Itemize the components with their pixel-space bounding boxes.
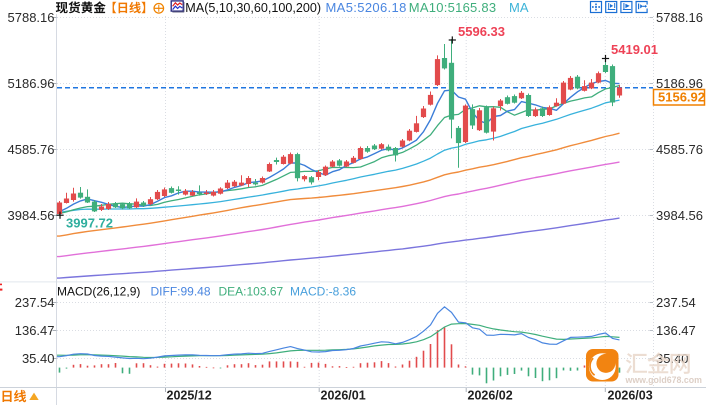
svg-text:www.gold678.com: www.gold678.com xyxy=(625,375,703,385)
svg-text:MACD(26,12,9): MACD(26,12,9) xyxy=(57,285,140,299)
svg-text:136.47: 136.47 xyxy=(15,323,55,338)
svg-text:237.54: 237.54 xyxy=(15,295,55,310)
svg-text:4585.76: 4585.76 xyxy=(8,142,55,157)
svg-text:237.54: 237.54 xyxy=(656,295,696,310)
svg-text:5186.96: 5186.96 xyxy=(656,76,703,91)
svg-text:5156.92: 5156.92 xyxy=(658,90,705,105)
svg-text:DIFF:99.48: DIFF:99.48 xyxy=(151,285,211,299)
svg-text:5596.33: 5596.33 xyxy=(458,24,505,39)
svg-text:2026/01: 2026/01 xyxy=(321,389,366,403)
svg-text:136.47: 136.47 xyxy=(656,323,696,338)
svg-text:2025/12: 2025/12 xyxy=(167,389,212,403)
svg-text:5788.16: 5788.16 xyxy=(656,10,703,25)
svg-text:DEA:103.67: DEA:103.67 xyxy=(219,285,284,299)
svg-text:35.40: 35.40 xyxy=(22,351,55,366)
svg-text:2026/02: 2026/02 xyxy=(468,389,513,403)
svg-text:5186.96: 5186.96 xyxy=(8,76,55,91)
svg-text:3984.56: 3984.56 xyxy=(8,208,55,223)
svg-text:MA: MA xyxy=(509,0,529,15)
svg-text:MA5:5206.18: MA5:5206.18 xyxy=(326,0,407,15)
svg-text:2026/03: 2026/03 xyxy=(608,389,653,403)
svg-text:MA(5,10,30,60,100,200): MA(5,10,30,60,100,200) xyxy=(185,1,321,15)
svg-text:5788.16: 5788.16 xyxy=(8,10,55,25)
svg-text:5419.01: 5419.01 xyxy=(611,42,658,57)
svg-text:3984.56: 3984.56 xyxy=(656,208,703,223)
svg-text:MA10:5165.83: MA10:5165.83 xyxy=(409,0,497,15)
svg-text:3997.72: 3997.72 xyxy=(66,216,113,231)
svg-text:4585.76: 4585.76 xyxy=(656,142,703,157)
svg-text:MACD:-8.36: MACD:-8.36 xyxy=(290,285,356,299)
